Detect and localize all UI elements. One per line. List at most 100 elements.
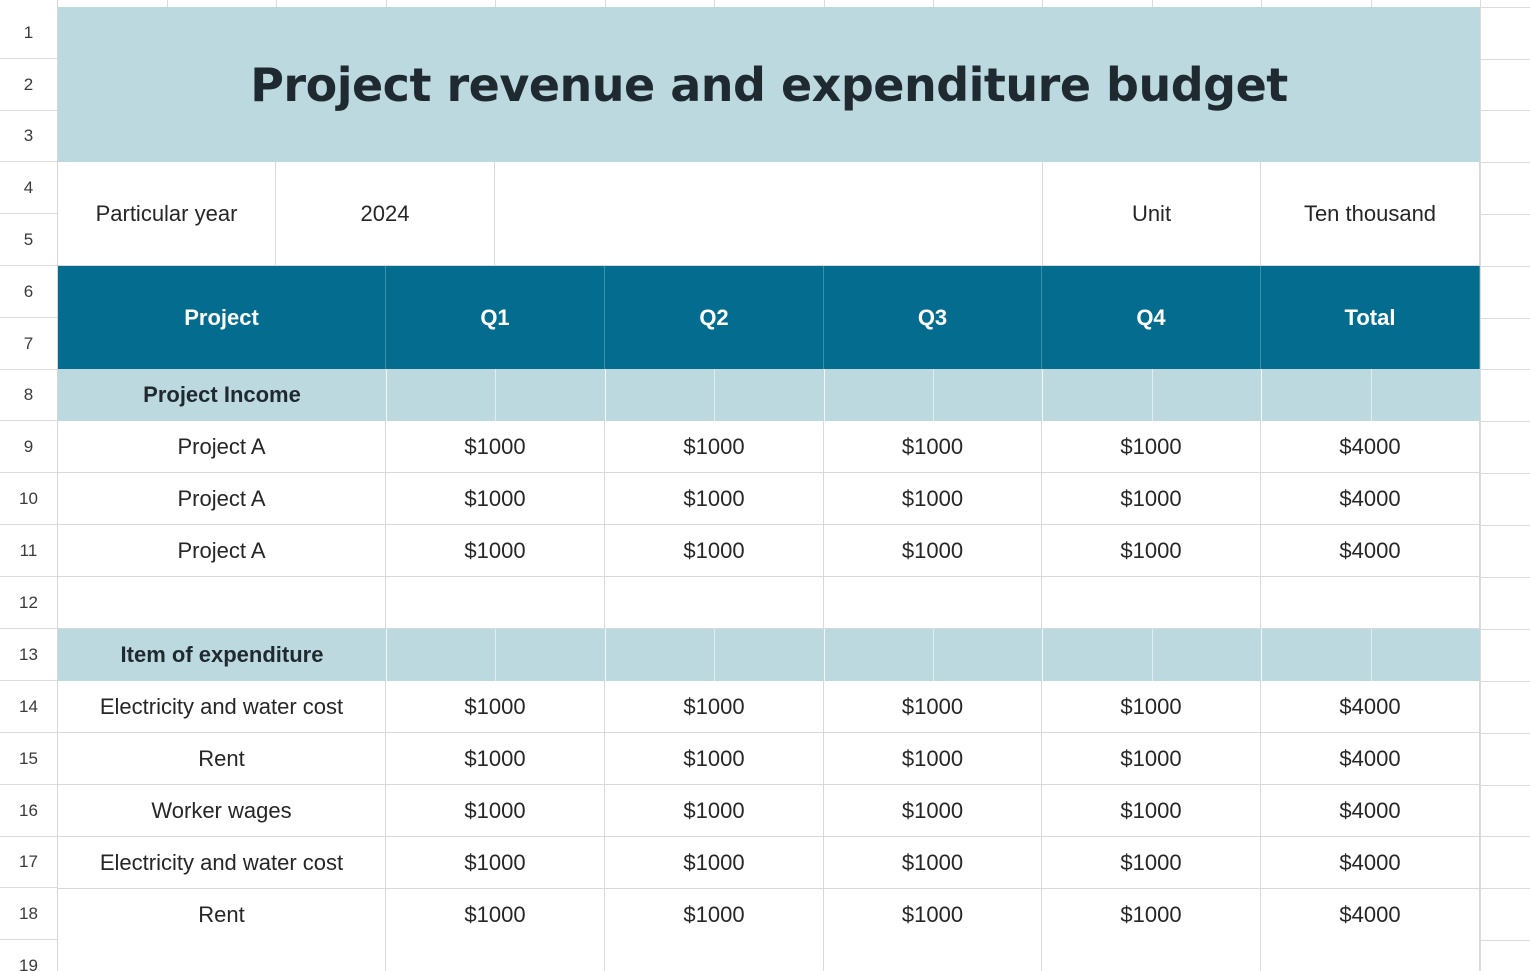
row-number-13[interactable]: 13 [0,629,57,681]
expense-row-cell-total[interactable]: $4000 [1261,889,1480,941]
row-number-10[interactable]: 10 [0,473,57,525]
expense-row-cell-q3[interactable]: $1000 [824,733,1042,785]
row-number-9[interactable]: 9 [0,421,57,473]
column-header-q1[interactable]: Q1 [386,266,605,369]
row-number-18[interactable]: 18 [0,888,57,940]
expense-row-cell-q2[interactable]: $1000 [605,681,824,733]
expense-row-cell-total[interactable]: $4000 [1261,785,1480,837]
band-gridline [386,369,387,421]
row-number-6[interactable]: 6 [0,266,57,318]
trailing-row-cell-q3[interactable] [824,940,1042,971]
row-number-5[interactable]: 5 [0,214,57,266]
income-row-cell-q1[interactable]: $1000 [386,473,605,525]
expense-row-cell-name[interactable]: Electricity and water cost [58,837,386,889]
row-number-3[interactable]: 3 [0,110,57,162]
expense-row-cell-q2[interactable]: $1000 [605,889,824,941]
expenditure-section-label[interactable]: Item of expenditure [58,629,386,681]
expense-row-cell-total[interactable]: $4000 [1261,837,1480,889]
blank-row-cell-total[interactable] [1261,577,1480,629]
expense-row-cell-q4[interactable]: $1000 [1042,785,1261,837]
row-number-14[interactable]: 14 [0,681,57,733]
income-row-cell-total[interactable]: $4000 [1261,421,1480,473]
income-row-cell-total[interactable]: $4000 [1261,525,1480,577]
meta-empty-cell[interactable] [495,162,1042,266]
column-header-q2[interactable]: Q2 [605,266,824,369]
band-gridline [1042,629,1043,681]
expense-row-cell-q1[interactable]: $1000 [386,681,605,733]
expense-row-cell-name[interactable]: Rent [58,733,386,785]
row-number-12[interactable]: 12 [0,577,57,629]
expense-row-cell-q3[interactable]: $1000 [824,681,1042,733]
income-row-cell-q4[interactable]: $1000 [1042,473,1261,525]
expense-row-cell-total[interactable]: $4000 [1261,733,1480,785]
trailing-row-cell-q1[interactable] [386,940,605,971]
income-row-cell-q3[interactable]: $1000 [824,525,1042,577]
trailing-row-cell-name[interactable] [58,940,386,971]
row-number-16[interactable]: 16 [0,785,57,837]
page-title[interactable]: Project revenue and expenditure budget [58,7,1480,162]
expense-row-cell-q4[interactable]: $1000 [1042,681,1261,733]
expense-row-cell-q4[interactable]: $1000 [1042,837,1261,889]
expense-row-cell-q3[interactable]: $1000 [824,785,1042,837]
income-row-cell-q4[interactable]: $1000 [1042,421,1261,473]
blank-row-cell-name[interactable] [58,577,386,629]
income-row-cell-q1[interactable]: $1000 [386,421,605,473]
income-row-cell-q2[interactable]: $1000 [605,525,824,577]
expense-row-cell-name[interactable]: Rent [58,889,386,941]
expense-row-cell-name[interactable]: Electricity and water cost [58,681,386,733]
trailing-row-cell-total[interactable] [1261,940,1480,971]
trailing-row-cell-q2[interactable] [605,940,824,971]
expense-row-cell-q2[interactable]: $1000 [605,785,824,837]
row-number-11[interactable]: 11 [0,525,57,577]
blank-row-cell-q3[interactable] [824,577,1042,629]
income-row-cell-q3[interactable]: $1000 [824,473,1042,525]
expense-row-cell-q3[interactable]: $1000 [824,889,1042,941]
year-label-cell[interactable]: Particular year [58,162,276,266]
expense-row-cell-q4[interactable]: $1000 [1042,889,1261,941]
row-number-7[interactable]: 7 [0,318,57,370]
expense-row-cell-q2[interactable]: $1000 [605,837,824,889]
column-header-q3[interactable]: Q3 [824,266,1042,369]
expense-row-cell-q2[interactable]: $1000 [605,733,824,785]
income-row-cell-name[interactable]: Project A [58,421,386,473]
income-row-cell-q3[interactable]: $1000 [824,421,1042,473]
income-row-cell-total[interactable]: $4000 [1261,473,1480,525]
column-header-q4[interactable]: Q4 [1042,266,1261,369]
income-row-cell-q4[interactable]: $1000 [1042,525,1261,577]
blank-row-cell-q2[interactable] [605,577,824,629]
blank-row-cell-q1[interactable] [386,577,605,629]
expense-row-cell-q4[interactable]: $1000 [1042,733,1261,785]
row-number-2[interactable]: 2 [0,59,57,111]
income-section-label[interactable]: Project Income [58,369,386,421]
blank-row-cell-q4[interactable] [1042,577,1261,629]
income-row-cell-q1[interactable]: $1000 [386,525,605,577]
column-header-project[interactable]: Project [58,266,386,369]
income-row-cell-name[interactable]: Project A [58,473,386,525]
trailing-row-cell-q4[interactable] [1042,940,1261,971]
band-gridline [714,629,715,681]
income-row-cell-q2[interactable]: $1000 [605,421,824,473]
expense-row-cell-name[interactable]: Worker wages [58,785,386,837]
band-gridline [495,369,496,421]
expense-row-cell-q1[interactable]: $1000 [386,837,605,889]
income-row-cell-name[interactable]: Project A [58,525,386,577]
year-value-cell[interactable]: 2024 [276,162,495,266]
expense-row-cell-q1[interactable]: $1000 [386,889,605,941]
expense-row-cell-q1[interactable]: $1000 [386,733,605,785]
expense-row-cell-q1[interactable]: $1000 [386,785,605,837]
expense-row-cell-total[interactable]: $4000 [1261,681,1480,733]
row-number-4[interactable]: 4 [0,162,57,214]
band-gridline [605,629,606,681]
row-number-17[interactable]: 17 [0,836,57,888]
unit-value-cell[interactable]: Ten thousand [1261,162,1480,266]
income-row-cell-q2[interactable]: $1000 [605,473,824,525]
row-number-1[interactable]: 1 [0,7,57,59]
row-number-19[interactable]: 19 [0,940,57,971]
column-header-total[interactable]: Total [1261,266,1480,369]
band-gridline [1371,629,1372,681]
expense-row-cell-q3[interactable]: $1000 [824,837,1042,889]
unit-label-cell[interactable]: Unit [1042,162,1261,266]
row-number-15[interactable]: 15 [0,733,57,785]
row-number-8[interactable]: 8 [0,369,57,421]
